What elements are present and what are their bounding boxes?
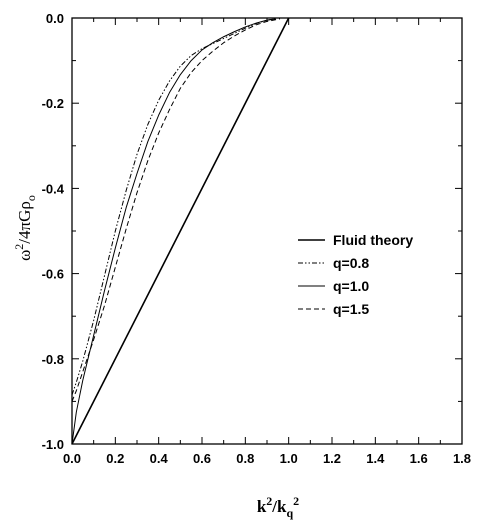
plot-frame [71,17,463,445]
x-tick-label: 0.4 [150,451,169,466]
x-tick-label: 0.8 [236,451,254,466]
legend: Fluid theory q=0.8 q=1.0 q=1.5 [298,232,413,317]
x-tick-label: 0.6 [193,451,211,466]
plot-area-border [71,17,463,445]
series-line-4 [71,18,281,402]
x-tick-label: 1.6 [410,451,428,466]
x-axis-title: k2/kq2 [257,494,299,520]
y-axis-title: ω2/4πGρo [12,195,38,261]
tick-labels: 0.0 0.2 0.4 0.6 0.8 1.0 1.2 1.4 1.6 1.8 -1.0 -0.8 -0… [42,11,471,466]
x-tick-label: 1.2 [323,451,341,466]
legend-label-3: q=1.0 [333,278,369,294]
y-tick-label: -0.4 [42,181,65,196]
y-tick-label: -0.2 [42,96,64,111]
series-line-1 [71,17,290,445]
series-line-3 [71,18,276,445]
legend-label-2: q=0.8 [333,255,369,271]
x-tick-label: 1.0 [280,451,298,466]
legend-label-1: Fluid theory [333,232,413,248]
x-tick-label: 0.2 [106,451,124,466]
y-tick-label: -0.8 [42,352,64,367]
series-lines [71,17,290,445]
y-tick-label: -1.0 [42,437,64,452]
series-line-2 [71,18,276,396]
y-tick-label: -0.6 [42,267,64,282]
x-tick-label: 1.8 [453,451,471,466]
legend-label-4: q=1.5 [333,301,369,317]
y-tick-label: 0.0 [46,11,64,26]
x-tick-label: 1.4 [366,451,385,466]
axis-ticks [71,17,463,445]
x-tick-label: 0.0 [63,451,81,466]
